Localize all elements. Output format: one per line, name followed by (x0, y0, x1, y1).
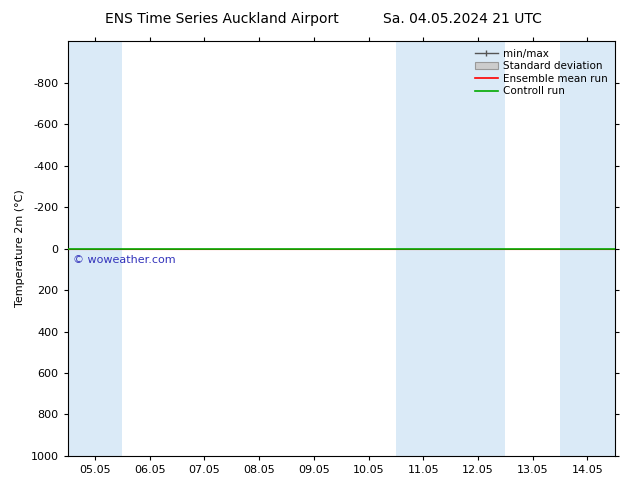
Text: ENS Time Series Auckland Airport: ENS Time Series Auckland Airport (105, 12, 339, 26)
Y-axis label: Temperature 2m (°C): Temperature 2m (°C) (15, 190, 25, 307)
Bar (560, 41, 615, 456)
Text: © woweather.com: © woweather.com (73, 255, 176, 265)
Text: Sa. 04.05.2024 21 UTC: Sa. 04.05.2024 21 UTC (384, 12, 542, 26)
Bar (396, 41, 505, 456)
Bar (68, 41, 122, 456)
Legend: min/max, Standard deviation, Ensemble mean run, Controll run: min/max, Standard deviation, Ensemble me… (472, 47, 610, 98)
